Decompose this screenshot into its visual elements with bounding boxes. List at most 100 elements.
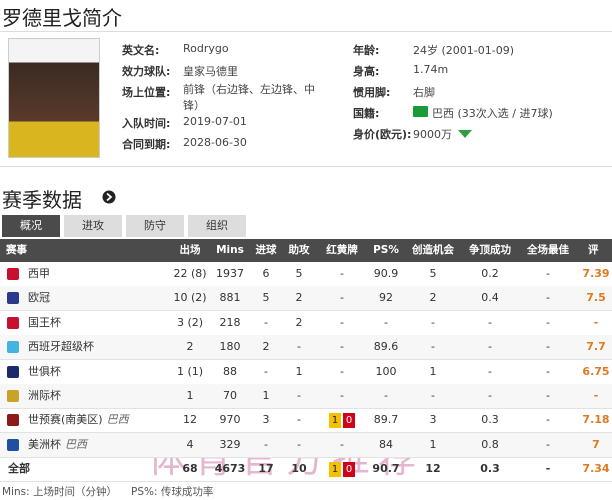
table-row: 世预赛(南美区) 巴西 12 970 3 - 1 0 89.7 3 0.3 - 7.18	[0, 408, 612, 434]
table-cell: 180	[219, 340, 241, 354]
competition-name: 国王杯	[28, 315, 61, 329]
column-header: 出场	[179, 244, 201, 256]
page-title: 罗德里戈简介	[2, 6, 122, 30]
table-cell: 7.39	[582, 267, 610, 280]
field-label: 惯用脚:	[353, 86, 391, 99]
field-label: 合同到期:	[122, 138, 171, 151]
table-row: 国王杯 3 (2) 218 - 2 - - - - - -	[0, 311, 612, 336]
table-row: 全部 68 4673 17 10 1 0 90.7 12 0.3-7.34	[0, 457, 612, 483]
footnote: Mins: 上场时间（分钟） PS%: 传球成功率	[2, 484, 213, 499]
table-cell: 2	[295, 315, 303, 329]
table-cell: 68	[182, 462, 198, 476]
red-card: 0	[343, 461, 355, 477]
field-value: Rodrygo	[183, 42, 229, 55]
competition-icon	[7, 365, 19, 378]
table-cell: 3	[262, 413, 270, 427]
table-cell: 1	[295, 364, 303, 378]
table-cell: 218	[219, 315, 241, 329]
field-value: 巴西 (33次入选 / 进7球)	[432, 107, 553, 120]
field-value: 前锋（右边锋、左边锋、中锋）	[183, 83, 315, 112]
table-cell: 2	[186, 340, 194, 354]
column-header: 赛事	[6, 244, 27, 256]
divider	[0, 31, 612, 32]
red-card: 0	[343, 412, 355, 428]
field-value: 右脚	[413, 86, 435, 99]
field-label: 场上位置:	[122, 86, 171, 99]
section-title: 赛季数据	[2, 188, 82, 212]
table-cell: 7.18	[582, 413, 610, 427]
tab[interactable]: 进攻	[64, 215, 122, 237]
table-cell: -	[340, 340, 344, 354]
competition-name: 洲际杯	[28, 389, 61, 402]
table-cell: -	[546, 413, 550, 427]
table-cell: 90.7	[372, 462, 400, 476]
table-cell: 6	[262, 267, 270, 280]
column-header: 全场最佳	[527, 244, 569, 256]
table-cell: -	[593, 315, 599, 329]
tab[interactable]: 组织	[188, 215, 246, 237]
field-label: 国籍:	[353, 107, 380, 120]
table-cell: -	[546, 267, 550, 280]
table-cell: -	[297, 413, 301, 427]
table-cell: 22 (8)	[173, 267, 207, 280]
table-cell: 0.8	[481, 437, 499, 451]
table-row: 西甲 22 (8) 1937 6 5 - 90.9 5 0.2 - 7.39	[0, 262, 612, 287]
table-row: 西班牙超级杯 2 180 2 - - 89.6 - - - 7.7	[0, 335, 612, 361]
table-cell: -	[340, 267, 344, 280]
tab[interactable]: 概况	[2, 215, 60, 237]
table-cell: 0.4	[481, 291, 499, 305]
team-name: 巴西	[106, 413, 129, 427]
table-cell: 5	[429, 267, 437, 280]
column-header: Mins	[216, 244, 244, 256]
table-cell: -	[431, 340, 435, 354]
competition-name: 全部	[8, 462, 30, 476]
yellow-card: 1	[329, 412, 341, 428]
arrow-icon[interactable]	[102, 190, 116, 204]
table-cell: -	[488, 389, 492, 402]
footnote-text: Mins: 上场时间（分钟）	[2, 486, 117, 498]
field-label: 年龄:	[353, 44, 380, 57]
table-cell: 7	[592, 437, 600, 451]
competition-name: 世预赛(南美区) 巴西	[28, 413, 129, 427]
table-cell: -	[546, 389, 550, 402]
trend-down-icon	[458, 130, 472, 138]
column-header: PS%	[373, 244, 399, 256]
competition-icon	[7, 268, 19, 280]
column-header: 评分	[588, 244, 599, 279]
table-row: 欧冠 10 (2) 881 5 2 - 92 2 0.4 - 7.5	[0, 286, 612, 312]
table-cell: 7.34	[582, 462, 610, 476]
table-cell: 84	[379, 437, 393, 451]
table-cell: -	[340, 315, 344, 329]
field-value: 2028-06-30	[183, 136, 247, 149]
tab[interactable]: 防守	[126, 215, 184, 237]
column-header: 助攻	[288, 244, 310, 256]
flag-icon	[413, 106, 428, 117]
table-row: 美洲杯 巴西 4 329 - - - 84 1 0.8 - 7	[0, 432, 612, 458]
table-cell: 10	[291, 462, 307, 476]
yellow-card: 1	[329, 461, 341, 477]
table-cell: -	[593, 389, 599, 402]
table-cell: -	[264, 437, 268, 451]
field-value: 2019-07-01	[183, 115, 247, 128]
table-cell: 3	[429, 413, 437, 427]
table-cell: 970	[219, 413, 241, 427]
competition-name: 美洲杯 巴西	[28, 437, 87, 451]
footnote-text: PS%: 传球成功率	[130, 486, 214, 498]
table-cell: 12	[425, 462, 441, 476]
field-value: 皇家马德里	[183, 65, 238, 78]
competition-icon	[7, 414, 19, 427]
table-cell: 1	[429, 437, 437, 451]
table-cell: 2	[262, 340, 270, 354]
table-cell: 10 (2)	[173, 291, 207, 305]
field-label: 身高:	[353, 65, 380, 78]
table-cell: 89.6	[373, 340, 399, 354]
table-cell: 70	[223, 389, 237, 402]
team-name: 巴西	[65, 437, 87, 451]
table-cell: 92	[379, 291, 393, 305]
competition-name: 世俱杯	[28, 364, 61, 378]
table-cell: 5	[295, 267, 303, 280]
table-cell: -	[488, 340, 492, 354]
